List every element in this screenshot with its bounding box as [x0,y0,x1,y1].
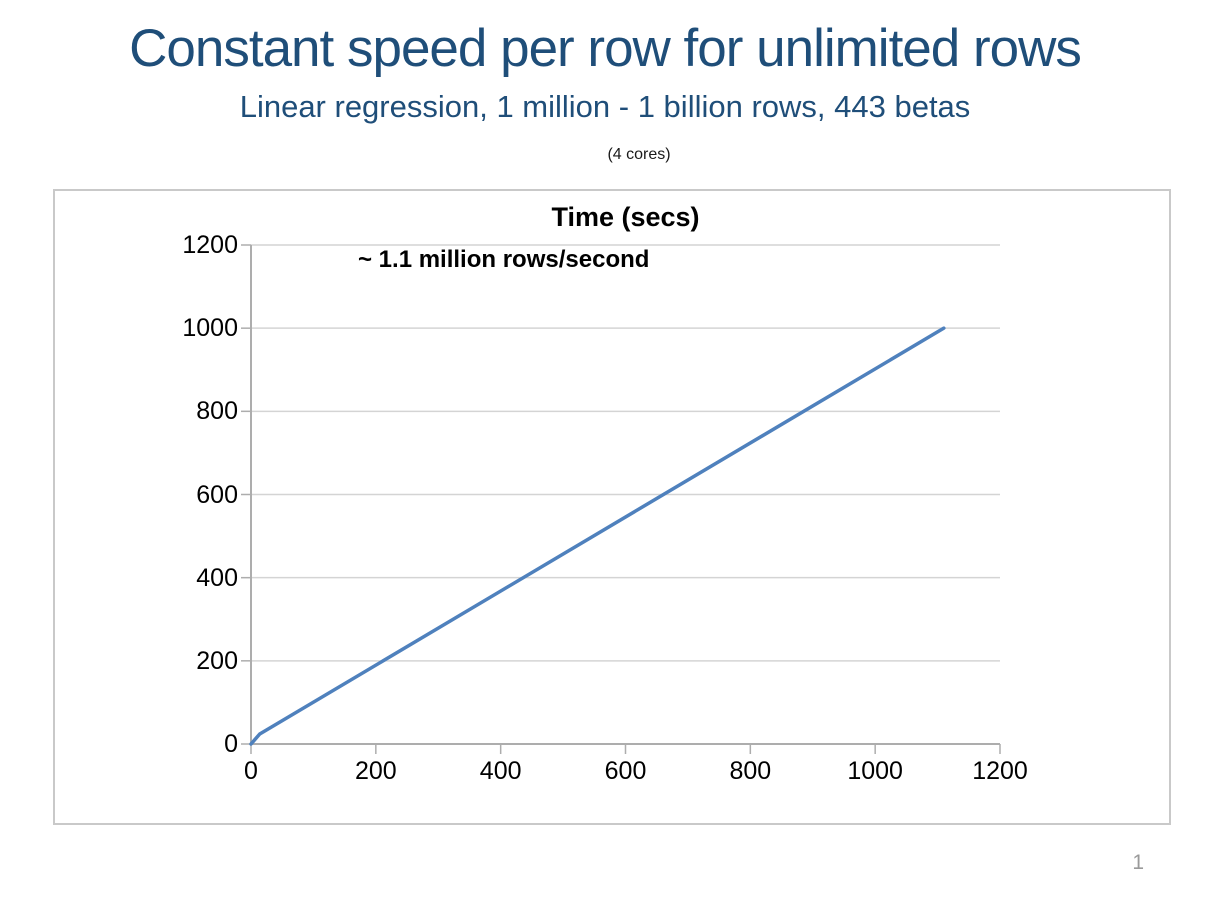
chart-title: Time (secs) [551,202,700,232]
chart-area: Time (secs) ~ 1.1 million rows/second 0 2… [53,189,1171,825]
y-tick-label: 1200 [182,231,238,259]
x-tick-label: 1000 [847,757,903,785]
x-tick-label: 200 [354,757,397,785]
y-tick-label: 400 [196,563,238,592]
x-tick-label: 600 [604,757,647,785]
y-tick-label: 600 [196,480,238,509]
x-tick-label: 400 [479,757,522,785]
chart-annotation: ~ 1.1 million rows/second [358,246,650,273]
slide-title: Constant speed per row for unlimited row… [129,19,1082,78]
y-tick-label: 0 [224,730,238,758]
data-line [249,326,946,746]
y-tick-label: 800 [196,397,238,426]
y-tick-label: 200 [196,646,238,675]
x-tick-label: 800 [729,757,772,785]
page-number: 1 [1132,851,1144,874]
y-tick-label: 1000 [182,314,238,343]
slide-subtitle: Linear regression, 1 million - 1 billion… [239,89,971,124]
plot-area [241,244,1001,754]
x-tick-label: 0 [244,757,258,785]
x-tick-label: 1200 [972,757,1028,785]
cores-note: (4 cores) [607,146,671,163]
